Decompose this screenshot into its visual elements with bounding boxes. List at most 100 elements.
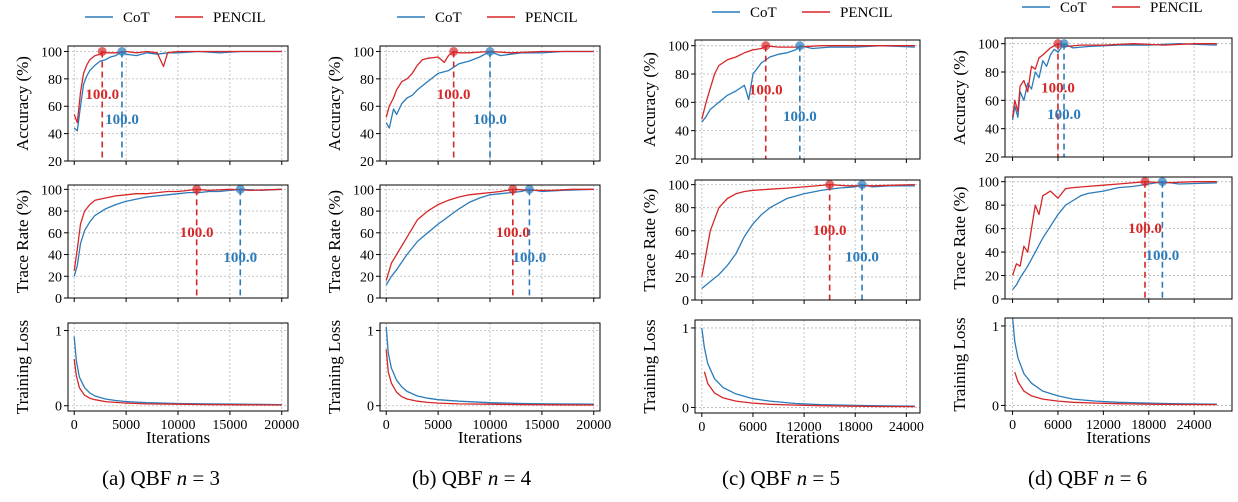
marker-label: 100.0 bbox=[496, 225, 530, 241]
legend-label-cot: CoT bbox=[750, 5, 777, 21]
y-tick-label: 100 bbox=[353, 45, 374, 60]
y-tick-label: 0 bbox=[992, 399, 999, 414]
y-tick-label: 20 bbox=[48, 155, 62, 170]
y-axis-label: Training Loss bbox=[325, 320, 344, 414]
series-line-cot bbox=[701, 327, 915, 407]
y-tick-label: 40 bbox=[48, 249, 62, 264]
x-tick-label: 15000 bbox=[212, 418, 247, 433]
axes-frame bbox=[67, 45, 289, 162]
marker-dot bbox=[508, 184, 518, 194]
y-tick-label: 0 bbox=[55, 400, 62, 415]
caption-a: (a) QBF n = 3 bbox=[102, 466, 220, 491]
axes-frame bbox=[694, 319, 921, 414]
y-tick-label: 20 bbox=[675, 271, 689, 286]
y-axis-label: Accuracy (%) bbox=[950, 50, 969, 145]
chart-panel-1: CoT PENCIL 20 40 60 80 100 100.0 100.0 Accuracy (… bbox=[325, 10, 611, 447]
y-tick-label: 40 bbox=[675, 125, 689, 140]
marker-dot bbox=[761, 41, 771, 51]
y-tick-label: 40 bbox=[985, 123, 999, 138]
x-tick-label: 20000 bbox=[576, 418, 611, 433]
axes-frame bbox=[67, 322, 289, 412]
caption-b-eq: = 4 bbox=[498, 466, 532, 490]
x-tick-label: 12000 bbox=[787, 420, 822, 435]
marker-dot bbox=[97, 46, 107, 56]
x-tick-label: 6000 bbox=[1044, 418, 1072, 433]
x-axis-label: Iterations bbox=[146, 428, 210, 447]
marker-dot bbox=[1140, 177, 1150, 187]
axes-frame bbox=[1004, 317, 1233, 412]
caption-d-var: n bbox=[1103, 466, 1115, 490]
axes-frame bbox=[379, 45, 601, 162]
subplot-loss: 0 1 0 6000 12000 18000 24000 Training Loss bbox=[950, 317, 1233, 433]
marker-label: 100.0 bbox=[1047, 107, 1081, 123]
x-tick-label: 0 bbox=[1009, 418, 1016, 433]
y-tick-label: 40 bbox=[360, 128, 374, 143]
y-tick-label: 1 bbox=[55, 325, 62, 340]
series-line-pencil bbox=[701, 45, 915, 120]
y-tick-label: 20 bbox=[48, 270, 62, 285]
y-tick-label: 80 bbox=[360, 205, 374, 220]
y-tick-label: 1 bbox=[682, 322, 689, 337]
marker-dot bbox=[795, 41, 805, 51]
y-tick-label: 20 bbox=[360, 270, 374, 285]
legend-label-cot: CoT bbox=[435, 10, 462, 26]
y-axis-label: Training Loss bbox=[13, 320, 32, 414]
y-tick-label: 0 bbox=[367, 400, 374, 415]
axes-frame bbox=[694, 179, 921, 301]
y-tick-label: 1 bbox=[367, 325, 374, 340]
legend: CoT PENCIL bbox=[85, 10, 266, 26]
marker-label: 100.0 bbox=[105, 112, 139, 128]
legend-label-pencil: PENCIL bbox=[1150, 0, 1203, 16]
series-line-cot bbox=[1012, 181, 1217, 291]
y-axis-label: Accuracy (%) bbox=[325, 56, 344, 151]
y-tick-label: 60 bbox=[360, 100, 374, 115]
y-tick-label: 60 bbox=[675, 96, 689, 111]
y-tick-label: 0 bbox=[682, 401, 689, 416]
y-tick-label: 100 bbox=[668, 40, 689, 55]
y-tick-label: 60 bbox=[48, 100, 62, 115]
y-tick-label: 60 bbox=[675, 225, 689, 240]
marker-dot bbox=[825, 180, 835, 190]
x-tick-label: 20000 bbox=[264, 418, 299, 433]
y-tick-label: 100 bbox=[978, 38, 999, 53]
y-axis-label: Accuracy (%) bbox=[13, 56, 32, 151]
marker-dot bbox=[524, 184, 534, 194]
caption-c-var: n bbox=[796, 466, 808, 490]
x-tick-label: 10000 bbox=[161, 418, 196, 433]
legend: CoT PENCIL bbox=[712, 5, 893, 21]
caption-c-prefix: (c) QBF bbox=[722, 466, 797, 490]
marker-dot bbox=[485, 46, 495, 56]
series-line-pencil bbox=[1011, 43, 1217, 118]
marker-label: 100.0 bbox=[437, 87, 471, 103]
axes-frame bbox=[379, 184, 601, 299]
caption-b: (b) QBF n = 4 bbox=[412, 466, 531, 491]
subplot-loss: 0 1 0 6000 12000 18000 24000 Training Loss bbox=[640, 319, 924, 435]
series-line-cot bbox=[701, 183, 915, 290]
marker-label: 100.0 bbox=[1041, 81, 1075, 97]
x-tick-label: 0 bbox=[698, 420, 705, 435]
y-tick-label: 80 bbox=[675, 68, 689, 83]
y-axis-label: Trace Rate (%) bbox=[325, 190, 344, 293]
y-tick-label: 40 bbox=[985, 246, 999, 261]
x-tick-label: 0 bbox=[71, 418, 78, 433]
x-tick-label: 5000 bbox=[424, 418, 452, 433]
legend: CoT PENCIL bbox=[397, 10, 578, 26]
subplot-loss: 0 1 0 5000 10000 15000 20000 Training Loss bbox=[325, 320, 611, 433]
x-axis-label: Iterations bbox=[775, 428, 839, 447]
y-tick-label: 80 bbox=[48, 205, 62, 220]
subplot-trace: 0 20 40 60 80 100 100.0 100.0 Trace Rate (%) bbox=[950, 176, 1233, 308]
x-axis-label: Iterations bbox=[458, 428, 522, 447]
marker-label: 100.0 bbox=[1128, 221, 1162, 237]
y-tick-label: 80 bbox=[48, 73, 62, 88]
series-line-pencil bbox=[703, 371, 915, 408]
subplot-loss: 0 1 0 5000 10000 15000 20000 Training Loss bbox=[13, 320, 299, 433]
y-tick-label: 80 bbox=[360, 73, 374, 88]
caption-d-prefix: (d) QBF bbox=[1028, 466, 1104, 490]
marker-dot bbox=[192, 184, 202, 194]
caption-a-eq: = 3 bbox=[187, 466, 221, 490]
legend-label-cot: CoT bbox=[123, 10, 150, 26]
x-tick-label: 12000 bbox=[1086, 418, 1121, 433]
x-axis-label: Iterations bbox=[1086, 428, 1150, 447]
